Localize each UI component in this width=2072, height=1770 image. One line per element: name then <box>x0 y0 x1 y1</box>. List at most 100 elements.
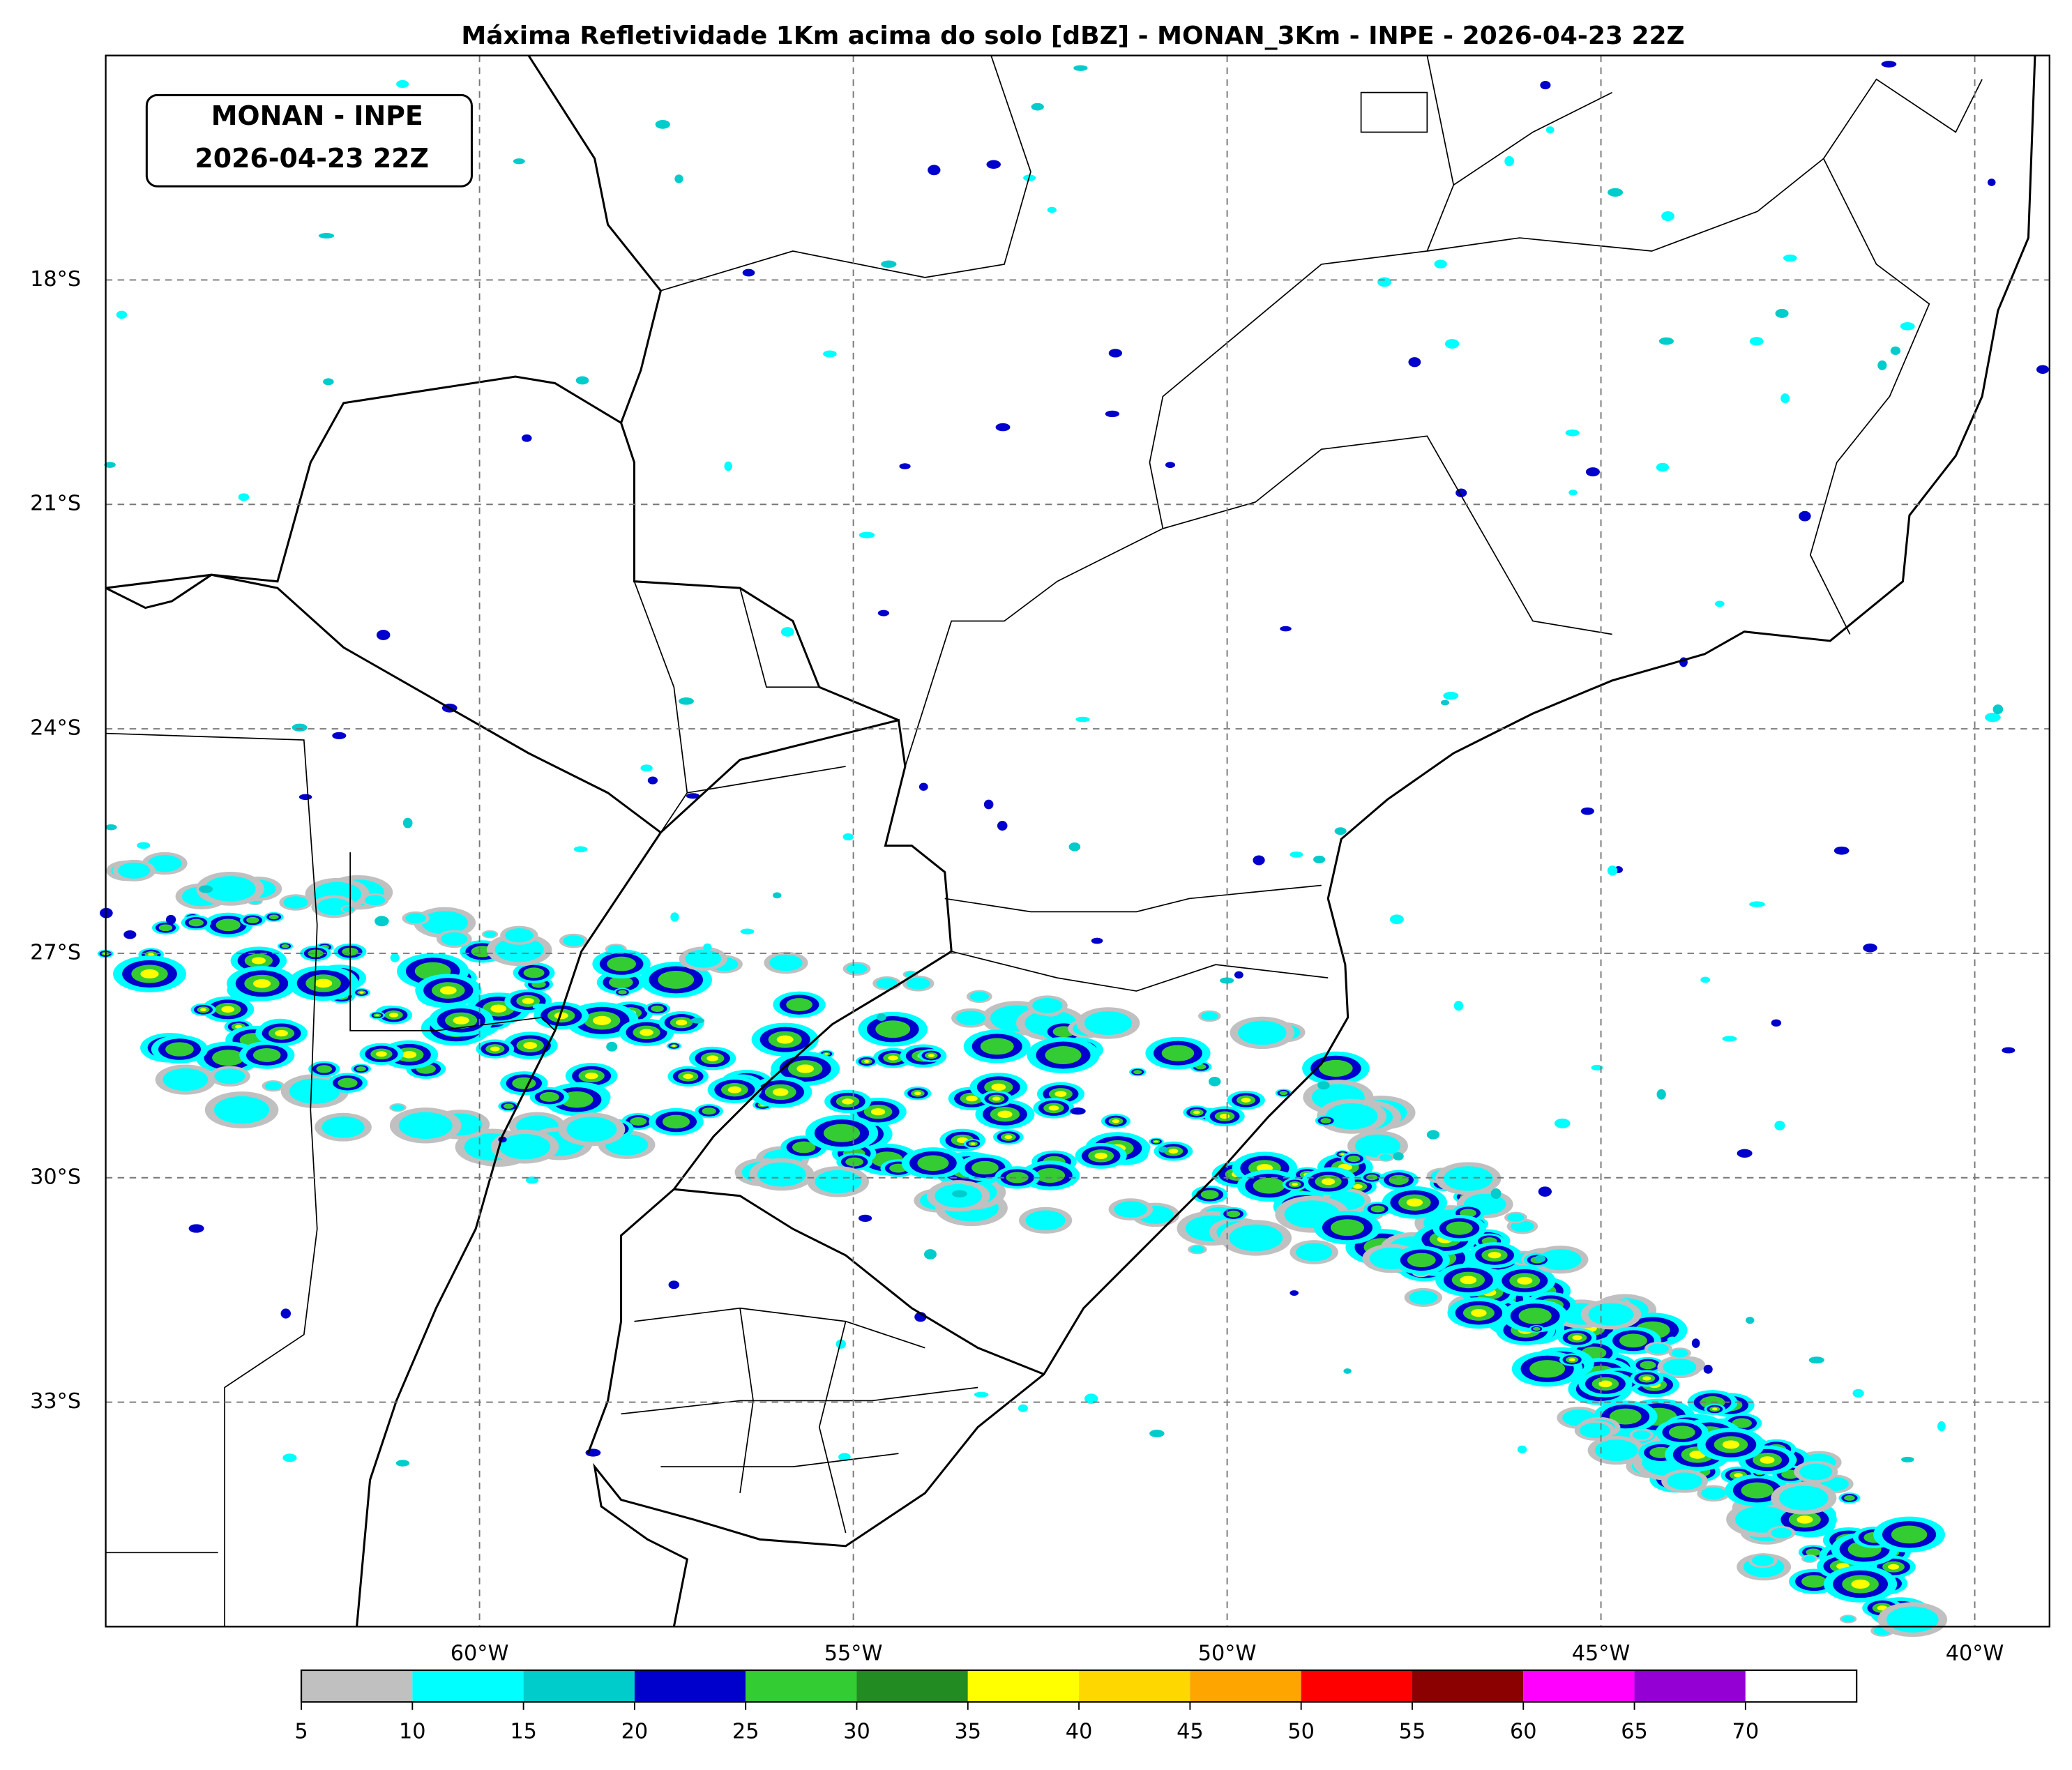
echo-cell <box>824 1052 829 1055</box>
echo-cell <box>888 1055 898 1061</box>
echo-cell <box>441 932 468 946</box>
echo-cell <box>686 793 700 799</box>
echo-cell <box>283 896 308 909</box>
echo-cell <box>269 914 279 920</box>
echo-cell <box>1778 1485 1829 1511</box>
echo-cell <box>845 1157 863 1167</box>
echo-cell <box>1746 1317 1755 1324</box>
echo-cell <box>1607 865 1618 876</box>
echo-cell <box>503 1103 514 1109</box>
echo-cell <box>1354 1134 1401 1158</box>
echo-cell <box>1609 1408 1642 1425</box>
echo-cell <box>992 1096 1001 1101</box>
echo-cell <box>188 1224 204 1233</box>
colorbar-label: 15 <box>510 1720 537 1744</box>
echo-cell <box>314 978 333 988</box>
y-tick-label: 33°S <box>30 1389 81 1414</box>
echo-cell <box>402 817 413 829</box>
echo-cell <box>1190 1246 1205 1253</box>
echo-cell <box>365 895 386 906</box>
echo-cell <box>238 493 250 501</box>
echo-cell <box>881 260 897 268</box>
echo-cell <box>1667 1336 1678 1343</box>
echo-cell <box>1890 346 1901 356</box>
echo-cell <box>1891 1525 1928 1544</box>
echo-cell <box>1841 1615 1855 1623</box>
echo-cell <box>1389 1174 1409 1185</box>
national-border <box>105 573 663 1627</box>
echo-cell <box>796 1064 815 1073</box>
echo-cell <box>1048 1105 1059 1111</box>
echo-cell <box>118 862 151 879</box>
echo-cell <box>997 821 1008 831</box>
echo-cell <box>1219 1114 1230 1119</box>
echo-cell <box>1722 1036 1737 1042</box>
echo-cell <box>1844 1495 1855 1501</box>
echo-cell <box>1985 713 2001 723</box>
echo-cell <box>1801 1575 1827 1588</box>
echo-cell <box>1987 179 1996 186</box>
echo-cell <box>215 918 241 932</box>
echo-cell <box>1313 855 1326 863</box>
colorbar-label: 70 <box>1732 1720 1760 1744</box>
colorbar-swatch <box>746 1670 857 1702</box>
echo-cell <box>917 1155 949 1172</box>
echo-cell <box>1091 937 1103 944</box>
echo-cell <box>322 1116 365 1138</box>
echo-cell <box>1193 1110 1200 1114</box>
echo-cell <box>512 1077 536 1089</box>
echo-cell <box>1808 1356 1824 1364</box>
echo-cell <box>494 937 544 962</box>
echo-cell <box>275 1029 288 1037</box>
echo-cell <box>1238 1020 1287 1045</box>
echo-cell <box>1658 337 1674 345</box>
echo-cell <box>899 463 911 469</box>
echo-cell <box>776 1035 794 1044</box>
echo-cell <box>1504 156 1515 167</box>
plot-frame <box>105 54 2050 1628</box>
echo-cell <box>1460 1276 1477 1285</box>
echo-cell <box>390 953 400 962</box>
echo-cell <box>727 1086 742 1094</box>
echo-cell <box>1070 1107 1086 1115</box>
echo-cell <box>997 1110 1013 1119</box>
echo-cell <box>402 1051 417 1059</box>
echo-cell <box>251 957 266 965</box>
echo-cell <box>924 1249 937 1260</box>
echo-cell <box>1379 1153 1393 1161</box>
echo-cell <box>1703 1364 1713 1374</box>
echo-cell <box>396 80 409 88</box>
echo-cell <box>742 268 755 277</box>
echo-cell <box>289 1078 341 1104</box>
echo-cell <box>1741 1482 1774 1499</box>
echo-cell <box>298 794 312 801</box>
echo-cell <box>214 1068 245 1084</box>
colorbar-label: 55 <box>1399 1720 1426 1744</box>
echo-cell <box>956 1011 985 1026</box>
echo-cell <box>395 1460 410 1467</box>
echo-cell <box>158 924 173 932</box>
echo-cell <box>1443 691 1459 700</box>
echo-cell <box>1608 188 1624 197</box>
echo-cell <box>1084 1011 1132 1036</box>
echo-cell <box>706 1055 719 1061</box>
echo-cell <box>162 1068 209 1091</box>
colorbar-label: 30 <box>843 1720 870 1744</box>
echo-cell <box>1511 1220 1534 1232</box>
echo-cell <box>995 423 1011 432</box>
echo-cell <box>1647 1343 1669 1354</box>
echo-cell <box>1863 943 1877 953</box>
echo-cell <box>1619 1333 1647 1348</box>
echo-cell <box>1434 259 1447 268</box>
echo-cell <box>308 949 324 958</box>
echo-cell <box>875 1020 911 1038</box>
echo-cell <box>391 1104 404 1111</box>
echo-cell <box>116 310 128 319</box>
echo-cell <box>1158 1146 1167 1153</box>
echo-cell <box>640 764 653 772</box>
echo-cell <box>630 1117 647 1126</box>
colorbar-swatch <box>1301 1670 1412 1702</box>
echo-cell <box>375 916 389 927</box>
echo-cell <box>724 461 732 471</box>
echo-cell <box>1340 1153 1345 1156</box>
